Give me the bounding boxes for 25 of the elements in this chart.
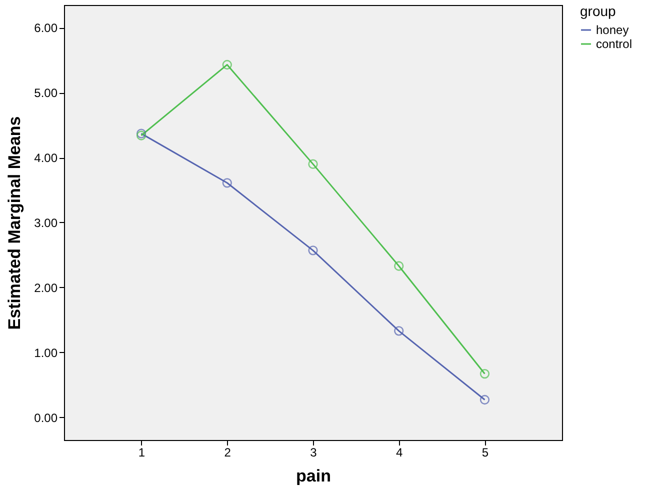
y-tick-label: 0.00 xyxy=(34,410,58,425)
point xyxy=(394,261,404,271)
y-tick-label: 1.00 xyxy=(34,346,58,360)
x-tick-label: 1 xyxy=(138,446,146,460)
legend-label: honey xyxy=(596,23,629,37)
y-tick-label: 2.00 xyxy=(34,280,58,295)
point xyxy=(308,159,318,169)
point xyxy=(222,60,232,70)
point xyxy=(394,326,404,336)
x-tick-label: 3 xyxy=(310,446,318,460)
y-tick-label: 6.00 xyxy=(34,21,58,36)
y-axis-title: Estimated Marginal Means xyxy=(5,116,24,330)
x-tick-label: 2 xyxy=(224,446,232,460)
point xyxy=(222,178,232,188)
point xyxy=(480,394,490,405)
y-tick-label: 5.00 xyxy=(34,86,58,100)
legend-title: group xyxy=(580,3,616,19)
y-tick-label: 4.00 xyxy=(34,151,58,166)
y-tick-label: 3.00 xyxy=(34,216,58,230)
point xyxy=(480,368,490,379)
x-tick-label: 5 xyxy=(482,446,489,460)
legend-label: control xyxy=(596,37,632,51)
x-axis-title: pain xyxy=(296,466,331,486)
x-tick-label: 4 xyxy=(396,446,404,460)
point xyxy=(308,246,318,256)
